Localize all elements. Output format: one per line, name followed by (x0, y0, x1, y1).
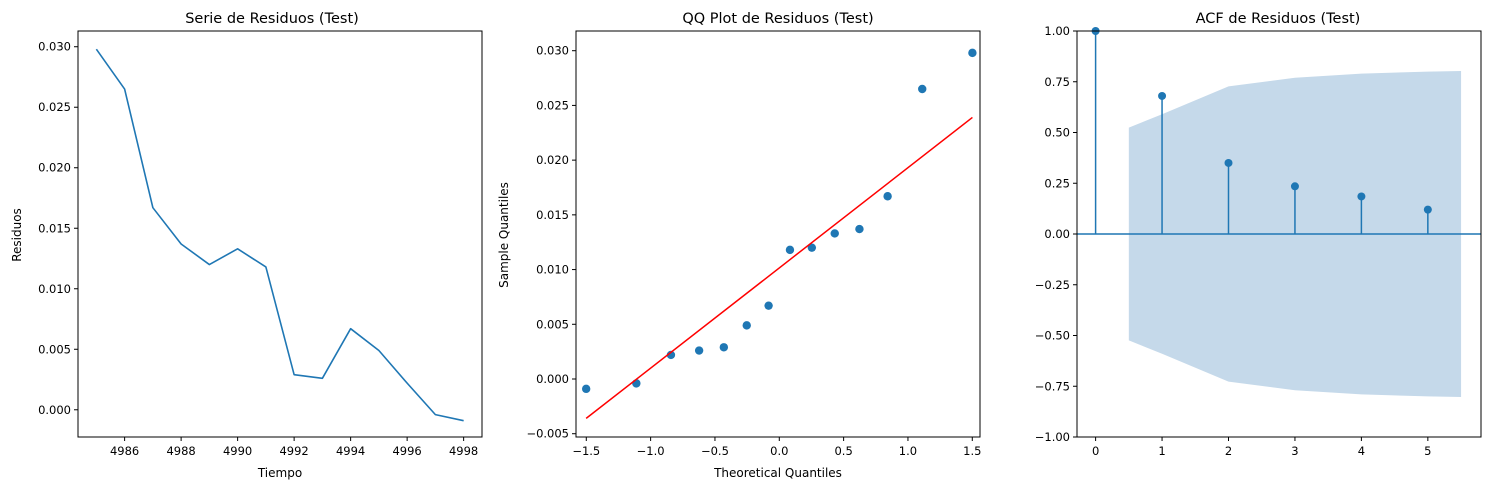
y-tick-label: 0.25 (1044, 176, 1070, 190)
y-tick-label: 0.015 (536, 208, 569, 222)
qq-point (855, 224, 864, 234)
qq-point (581, 384, 591, 394)
residual-line (95, 48, 464, 422)
x-tick-label: 4986 (110, 444, 139, 458)
acf-marker (1224, 158, 1233, 167)
qq-point (666, 350, 676, 360)
y-axis-label: Sample Quantiles (497, 182, 511, 288)
y-tick-label: 0.00 (1044, 227, 1070, 241)
y-tick-label: 0.030 (38, 40, 71, 54)
acf-panel: ACF de Residuos (Test) 0 1 2 3 4 5 −1.00 −0.75 −… (1035, 11, 1482, 458)
y-tick-label: 0.025 (38, 100, 71, 114)
qq-point (694, 346, 704, 355)
qq-point (719, 343, 729, 352)
x-tick-label: 4998 (449, 444, 478, 458)
y-tick-label: −0.25 (1035, 278, 1070, 292)
qq-point (830, 229, 839, 238)
y-tick-label: −1.00 (1035, 430, 1070, 444)
x-axis-label: Theoretical Quantiles (713, 466, 842, 480)
x-tick-label: −0.5 (701, 444, 729, 458)
y-tick-label: 0.010 (536, 263, 569, 277)
acf-marker (1158, 91, 1167, 100)
x-tick-label: −1.5 (572, 444, 600, 458)
chart-title: QQ Plot de Residuos (Test) (682, 11, 873, 27)
acf-marker (1290, 182, 1299, 191)
qq-point (918, 84, 927, 94)
y-tick-label: 0.020 (38, 161, 71, 175)
y-axis-label: Residuos (10, 208, 24, 262)
y-tick-label: 0.000 (536, 372, 569, 386)
qq-point (742, 321, 751, 330)
y-tick-label: −0.50 (1035, 329, 1070, 343)
y-tick-label: 0.005 (536, 317, 569, 331)
y-tick-label: −0.75 (1035, 379, 1070, 393)
x-tick-label: 0.0 (770, 444, 788, 458)
chart-title: ACF de Residuos (Test) (1196, 11, 1361, 27)
y-tick-label: 0.005 (38, 342, 71, 356)
y-tick-label: −0.005 (526, 427, 569, 441)
qq-point (968, 48, 977, 58)
acf-marker (1423, 205, 1432, 214)
y-tick-label: 0.015 (38, 221, 71, 235)
x-tick-label: 2 (1225, 444, 1232, 458)
x-tick-label: 0 (1092, 444, 1099, 458)
axes-frame (1076, 30, 1482, 438)
y-tick-label: 0.025 (536, 98, 569, 112)
x-tick-label: 1.0 (899, 444, 917, 458)
y-tick-label: 0.010 (38, 282, 71, 296)
qq-plot-panel: QQ Plot de Residuos (Test) Theoretical Q… (497, 11, 981, 480)
x-tick-label: 1 (1158, 444, 1165, 458)
x-tick-label: 0.5 (834, 444, 852, 458)
x-tick-label: 4992 (279, 444, 308, 458)
y-tick-label: 0.000 (38, 403, 71, 417)
x-tick-label: 4988 (166, 444, 195, 458)
x-tick-label: 4994 (336, 444, 365, 458)
chart-title: Serie de Residuos (Test) (185, 11, 359, 27)
x-tick-label: 4990 (223, 444, 252, 458)
x-tick-label: 3 (1291, 444, 1298, 458)
qq-point (807, 243, 817, 252)
x-tick-label: 4 (1358, 444, 1365, 458)
qq-point (785, 245, 795, 255)
reference-line (585, 116, 973, 419)
x-tick-label: 1.5 (963, 444, 981, 458)
qq-point (764, 301, 773, 310)
x-axis-label: Tiempo (257, 466, 302, 480)
x-tick-label: 5 (1424, 444, 1431, 458)
axes-frame (575, 30, 981, 438)
qq-point (632, 379, 641, 388)
y-tick-label: 1.00 (1044, 24, 1070, 38)
acf-marker (1357, 192, 1366, 201)
y-tick-label: 0.030 (536, 44, 569, 58)
y-tick-label: 0.020 (536, 153, 569, 167)
axes-frame (77, 30, 483, 438)
x-tick-label: −1.0 (637, 444, 665, 458)
y-tick-label: 0.75 (1044, 75, 1070, 89)
qq-point (883, 192, 892, 201)
y-tick-label: 0.50 (1044, 126, 1070, 140)
x-tick-label: 4996 (392, 444, 421, 458)
residual-series-panel: Serie de Residuos (Test) Tiempo Residuos… (10, 11, 483, 480)
